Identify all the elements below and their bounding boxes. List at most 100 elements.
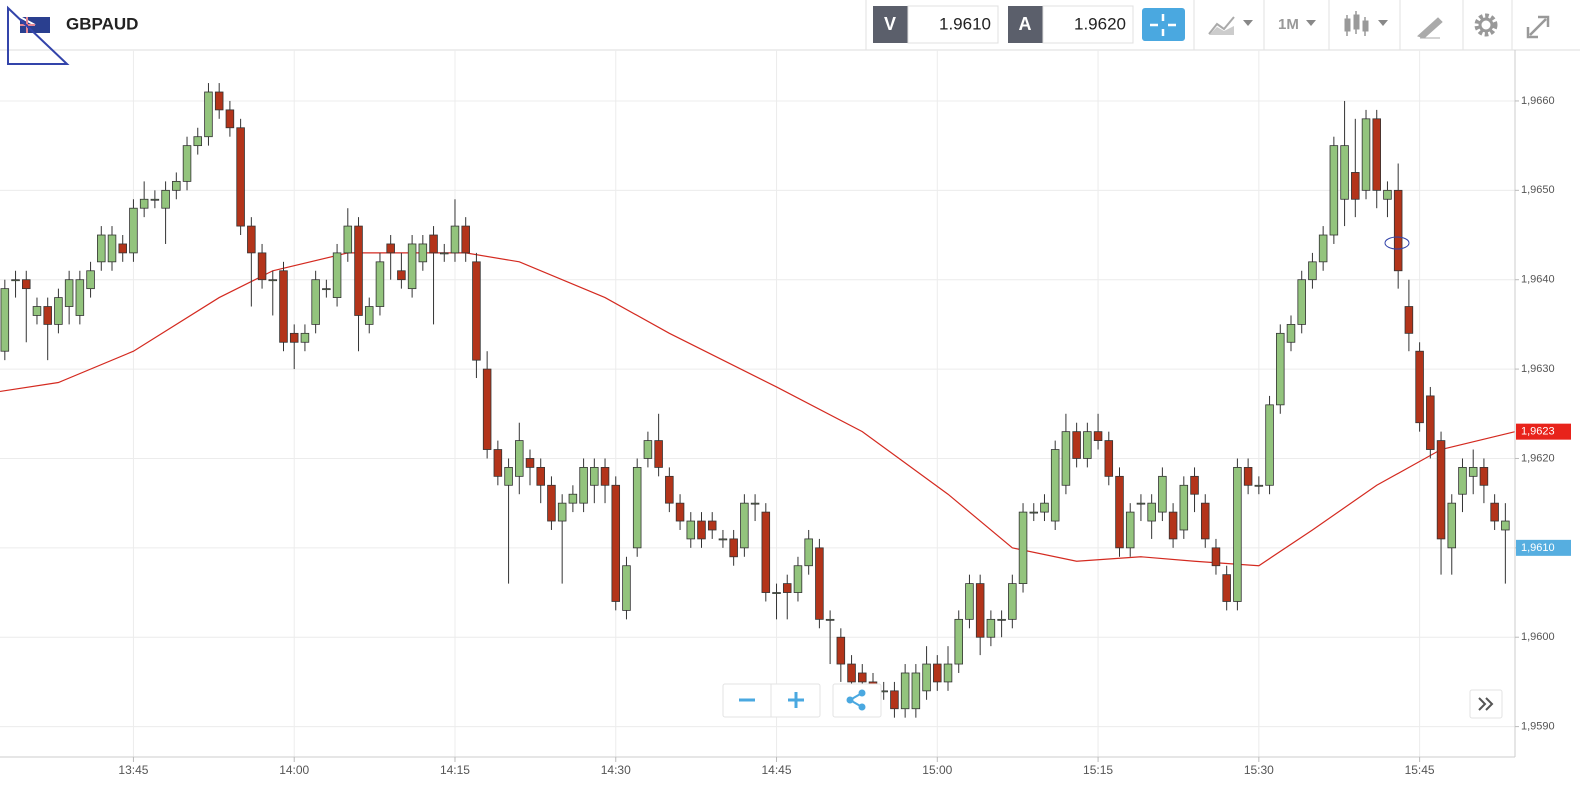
toolbar [0,0,1580,50]
candle-body [429,234,438,254]
candle-body [536,467,545,486]
candle-body [311,279,320,325]
candle-body [289,332,299,343]
timeframe-button[interactable]: 1M [1278,16,1316,33]
candle-body [954,618,963,665]
candle-body [557,502,567,522]
candle-body [1501,520,1510,531]
candle-body [782,583,792,593]
candle-body [997,618,1006,621]
x-tick-label: 14:30 [601,763,631,777]
price-marker [1516,423,1571,440]
moving-average [0,252,1516,567]
y-tick-label: 1,9630 [1521,363,1555,375]
candle-body [1200,502,1210,540]
chart-type-button[interactable] [1208,16,1253,35]
y-tick-label: 1,9640 [1521,274,1555,286]
candle-body [247,225,256,254]
candle-style-button[interactable] [1344,11,1388,36]
bid-button[interactable] [873,6,908,43]
symbol: GBPAUD [66,14,138,33]
candle-body [193,136,203,147]
draw-tool-button[interactable] [1417,17,1443,39]
candle-body [933,663,942,683]
settings-button[interactable] [1474,13,1498,37]
candle-body [686,520,696,540]
candle-body [1372,118,1381,191]
candle-body [697,520,706,540]
candle-body [407,243,417,290]
candle-body [129,207,138,254]
candle-body [1479,467,1489,486]
candle-body [1404,306,1414,334]
candle-body [1018,511,1028,585]
candle-body [943,663,953,683]
candle-body [1297,279,1306,325]
candle-body [1490,502,1499,522]
candle-body [1040,502,1049,513]
candle-body [11,279,20,282]
x-tick-label: 14:00 [279,763,309,777]
candle-body [804,538,813,567]
zoom-controls [722,683,821,718]
zoom-in-button[interactable] [788,692,804,708]
candle-body [493,449,503,477]
candle-body [900,672,910,710]
candle-body [1093,431,1103,441]
candle-body [118,243,127,254]
ellipse-annotation [1384,236,1410,250]
candle-body [600,467,610,486]
ask-label: A [1019,14,1032,34]
candle-body [547,484,556,522]
candle-body [150,198,160,201]
candle-body [300,332,310,343]
candle-body [890,690,899,710]
candle-body [665,475,674,504]
candle-body [1361,118,1371,191]
y-tick-label: 1,9660 [1521,95,1555,107]
moving-average-layer [0,252,1516,567]
candle-body [64,279,74,307]
candle-body [440,252,449,255]
share-button[interactable] [832,683,882,718]
candle-body [772,592,781,594]
price-marker [1516,539,1571,556]
x-tick-label: 14:15 [440,763,470,777]
axes: 13:45 14:00 14:15 14:30 14:45 15:00 15:15 15:30… [118,95,1571,777]
candle-body [1329,145,1339,236]
y-tick-label: 1,9590 [1521,721,1555,733]
candle-body [1147,502,1156,522]
fullscreen-button[interactable] [1526,15,1550,39]
price-marker-label: 1,9610 [1521,542,1555,554]
candle-body [815,547,824,620]
x-tick-label: 13:45 [118,763,148,777]
candle-body [1158,475,1167,513]
candle-body [590,467,599,486]
bid-box [907,5,999,44]
candle-body [86,270,95,290]
candle-body [1211,547,1221,567]
x-tick-label: 15:15 [1083,763,1113,777]
candle-body [836,636,846,665]
candle-body [375,261,385,307]
candle-body [75,279,85,316]
candle-body [32,306,42,316]
candle-body [482,368,492,450]
candle-body [1083,431,1092,459]
ask-button[interactable] [1008,6,1043,43]
crosshair-button[interactable] [1142,8,1185,41]
candle-body [1222,574,1231,602]
candle-body [1008,583,1017,620]
x-tick-label: 15:45 [1405,763,1435,777]
candle-body [1072,431,1081,459]
candle-body [1351,172,1360,200]
candle-body [257,252,267,281]
candle-body [97,234,106,263]
candle-body [472,261,481,361]
candle-body [450,225,460,254]
scroll-end-button[interactable] [1469,689,1503,719]
candle-body [1125,511,1135,549]
candle-body [225,109,235,129]
candle-body [1383,189,1392,200]
